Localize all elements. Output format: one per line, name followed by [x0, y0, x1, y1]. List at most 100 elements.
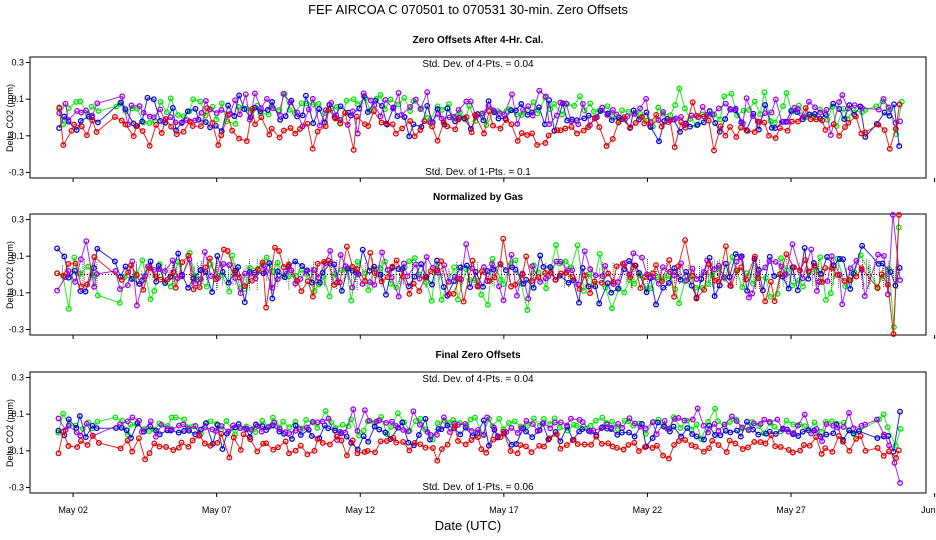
data-point-red [610, 278, 617, 285]
data-point-blue [360, 433, 367, 440]
data-point-purple [349, 108, 356, 115]
data-point-purple [185, 425, 192, 432]
data-point-red [349, 263, 356, 270]
data-point-red [249, 105, 256, 112]
data-point-red [841, 277, 848, 284]
data-point-red [500, 235, 507, 242]
data-point-red [512, 281, 519, 288]
data-point-purple [599, 104, 606, 111]
data-point-red [605, 440, 612, 447]
data-point-red [693, 112, 700, 119]
data-point-purple [350, 406, 357, 413]
data-point-green [343, 97, 350, 104]
data-point-purple [226, 262, 233, 268]
data-point-purple [579, 419, 586, 426]
data-point-green [721, 93, 728, 100]
data-point-purple [650, 274, 657, 280]
data-point-purple [237, 425, 244, 432]
data-point-green [587, 422, 594, 429]
data-point-blue [444, 105, 451, 112]
data-point-red [364, 447, 371, 454]
data-point-red [858, 265, 865, 272]
data-point-purple [711, 266, 718, 273]
data-point-purple [192, 280, 199, 287]
data-point-red [438, 446, 445, 453]
data-point-red [846, 447, 853, 454]
data-point-red [275, 444, 281, 451]
data-point-blue [684, 425, 691, 432]
data-point-red [654, 442, 660, 449]
data-point-purple [337, 252, 344, 258]
data-point-purple [468, 428, 475, 434]
data-point-red [886, 448, 893, 455]
data-point-purple [508, 251, 515, 258]
data-point-purple [83, 238, 90, 245]
data-point-red [745, 444, 751, 451]
data-point-red [314, 260, 321, 267]
data-point-red [411, 439, 418, 446]
data-point-blue [214, 253, 221, 259]
data-point-purple [484, 414, 491, 421]
data-point-green [795, 102, 802, 109]
data-point-blue [630, 107, 637, 114]
data-point-red [523, 443, 529, 450]
data-point-green [394, 410, 401, 417]
data-point-purple [790, 430, 797, 437]
data-point-red [557, 127, 564, 134]
data-point-red [173, 131, 180, 138]
data-point-red [206, 255, 213, 262]
data-point-purple [150, 114, 157, 121]
data-point-red [260, 440, 267, 447]
data-point-red [84, 281, 91, 288]
data-point-red [726, 437, 733, 444]
series-line-green [57, 407, 902, 448]
data-point-red [71, 121, 78, 128]
data-point-green [740, 107, 747, 114]
data-point-purple [808, 246, 815, 253]
data-point-green [406, 258, 413, 265]
data-point-purple [156, 266, 163, 272]
data-point-red [151, 440, 158, 447]
data-point-purple [192, 423, 199, 429]
data-point-purple [119, 93, 126, 100]
data-point-blue [202, 119, 209, 126]
data-point-red [343, 452, 350, 459]
data-point-red [637, 285, 644, 292]
data-point-purple [509, 91, 515, 98]
data-point-green [401, 94, 408, 101]
data-point-red [819, 279, 825, 286]
data-point-green [780, 103, 787, 110]
data-point-purple [417, 106, 424, 112]
data-point-purple [782, 271, 789, 278]
data-point-blue [147, 258, 154, 265]
data-point-red [895, 447, 902, 454]
data-point-red [574, 130, 580, 137]
data-point-green [280, 418, 287, 425]
data-point-purple [875, 106, 882, 113]
data-point-red [754, 118, 761, 125]
data-point-red [237, 446, 244, 453]
data-point-red [727, 283, 734, 290]
data-point-purple [715, 427, 722, 434]
data-point-blue [299, 263, 306, 269]
data-point-red [593, 433, 600, 440]
data-point-red [241, 283, 248, 290]
data-point-red [596, 124, 603, 131]
data-point-red [319, 439, 326, 446]
data-point-green [77, 98, 84, 105]
data-point-purple [536, 87, 543, 94]
data-point-blue [653, 301, 659, 308]
data-point-purple [563, 100, 570, 107]
data-point-blue [670, 423, 677, 430]
data-point-blue [771, 273, 778, 280]
data-point-purple [158, 421, 165, 428]
data-point-red [139, 128, 146, 135]
data-point-blue [463, 262, 470, 269]
data-point-purple [297, 426, 303, 433]
data-point-purple [523, 417, 530, 424]
data-point-purple [276, 426, 283, 432]
data-point-red [133, 272, 140, 279]
data-point-purple [136, 417, 143, 424]
data-point-purple [897, 118, 904, 125]
y-axis-label-bot: Delta CO2 (ppm) [5, 399, 15, 467]
